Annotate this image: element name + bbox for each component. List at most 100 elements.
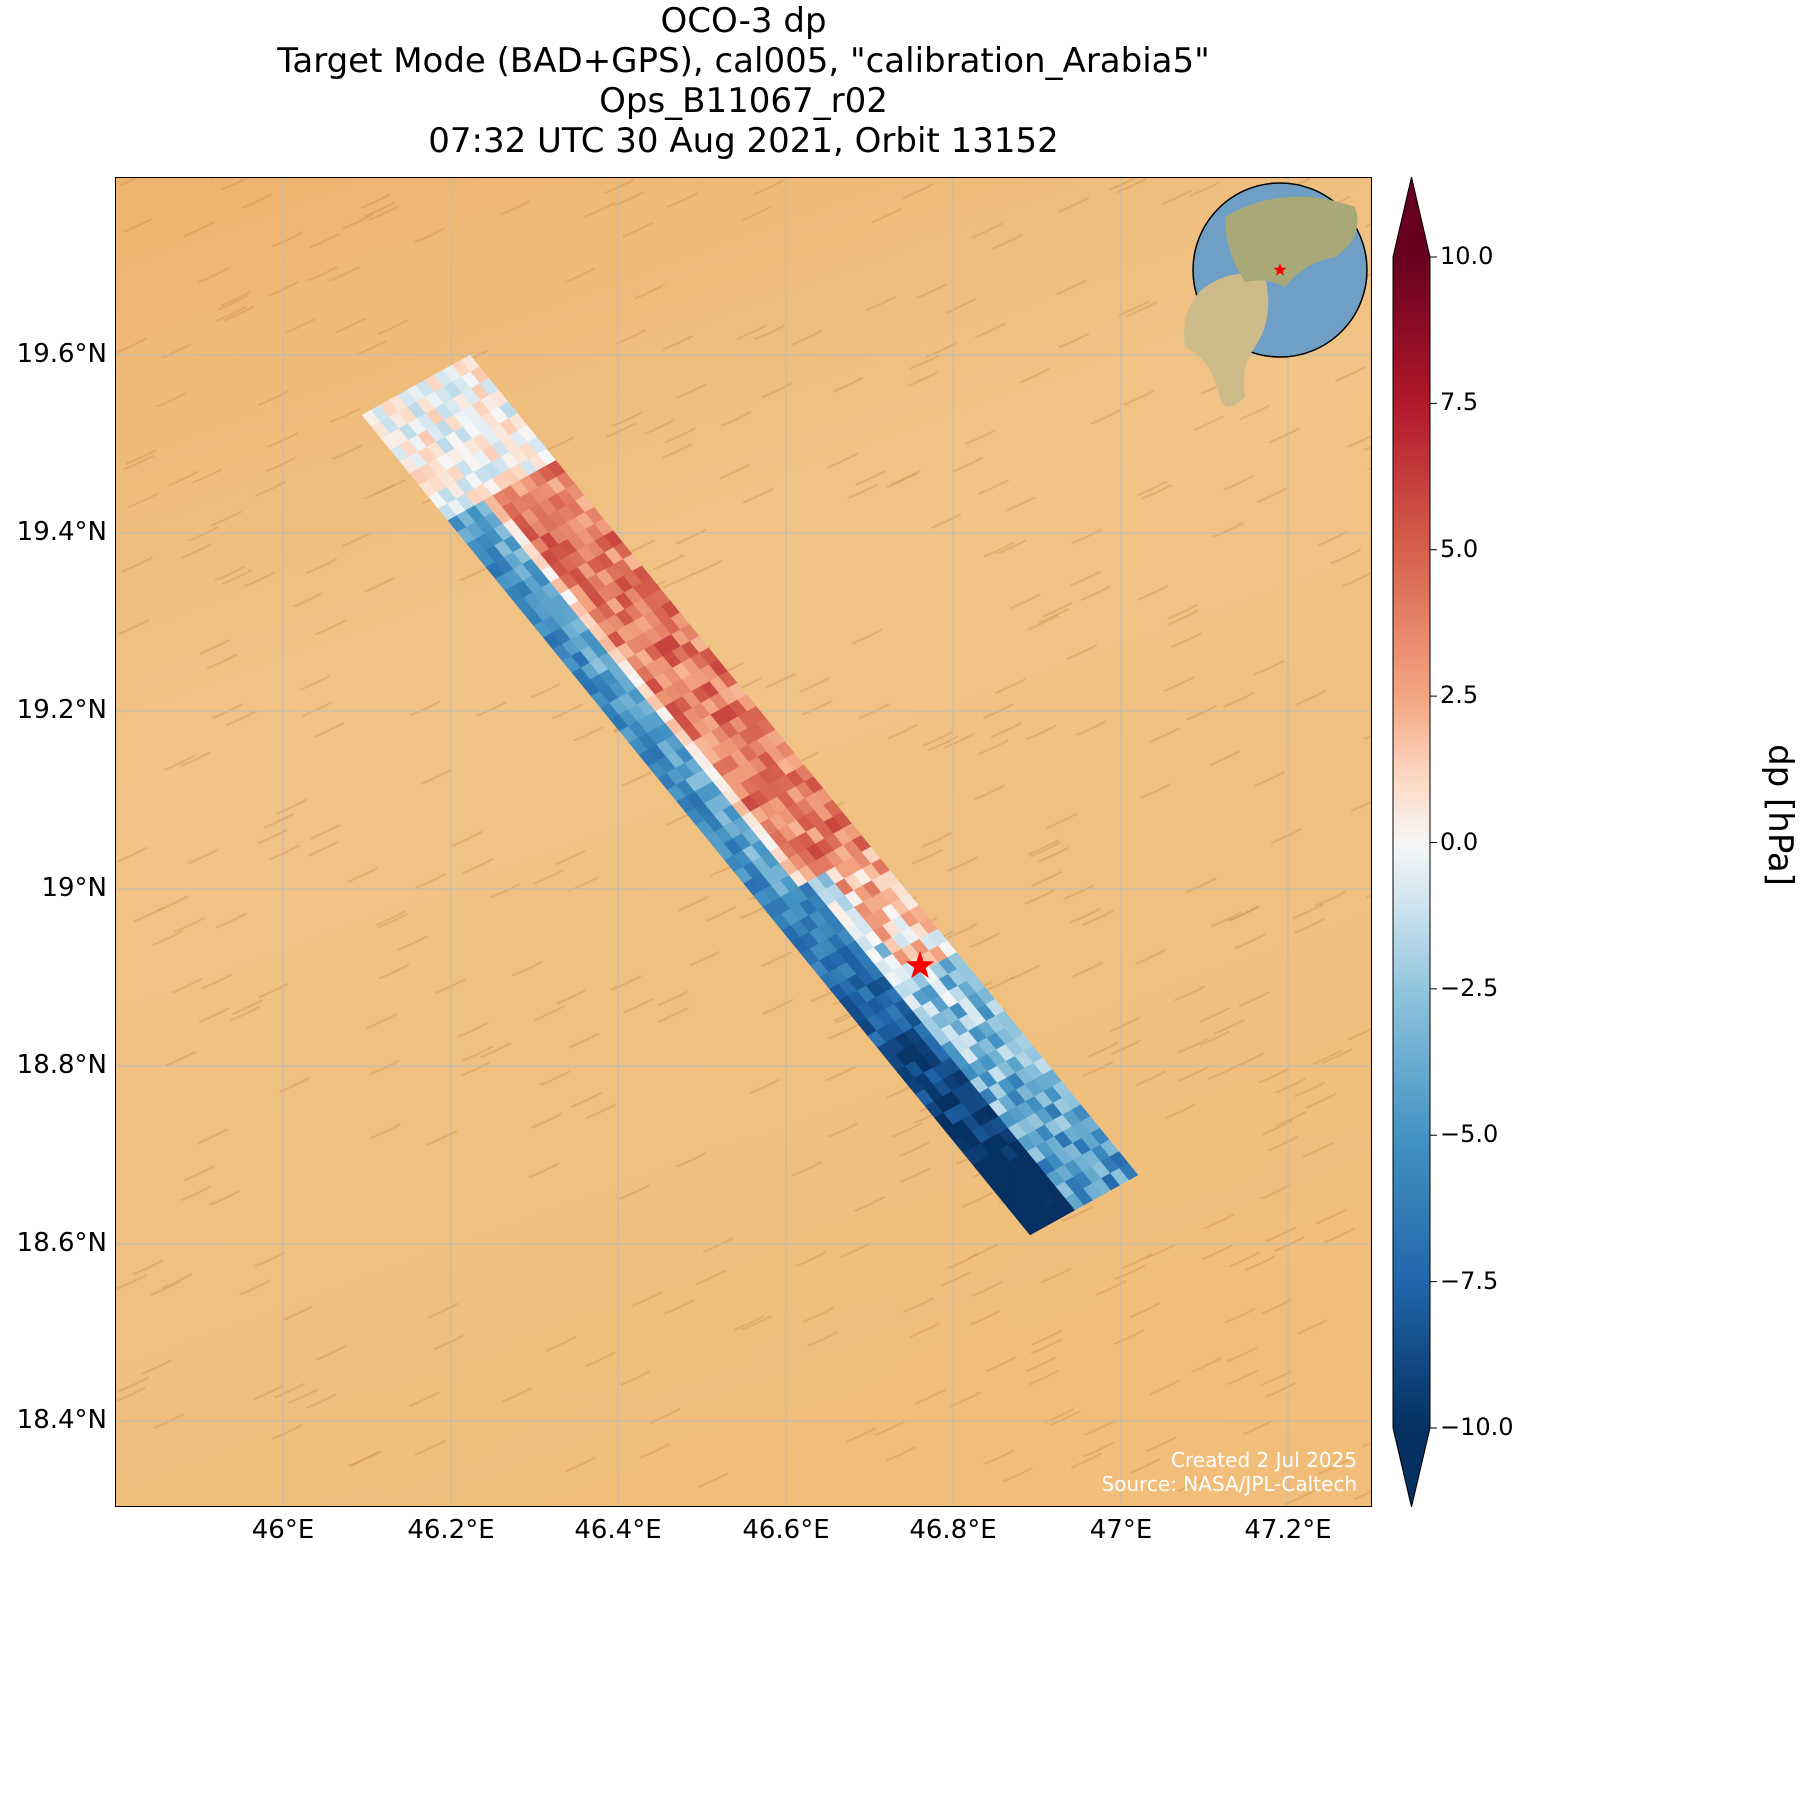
dune-texture xyxy=(315,619,347,636)
dune-texture xyxy=(1148,1379,1180,1396)
dune-texture xyxy=(1228,1251,1260,1268)
lat-tick-label: 19°N xyxy=(41,873,107,903)
dune-texture xyxy=(1212,521,1244,538)
dune-texture xyxy=(276,798,308,815)
dune-texture xyxy=(1083,1441,1115,1458)
dune-texture xyxy=(621,770,653,787)
dune-texture xyxy=(543,436,574,453)
dune-texture xyxy=(871,207,903,224)
dune-texture xyxy=(307,265,339,282)
dune-texture xyxy=(1315,1208,1347,1225)
dune-texture xyxy=(256,828,288,845)
dune-texture xyxy=(827,452,859,469)
dune-texture xyxy=(1334,366,1366,382)
dune-texture xyxy=(1009,593,1041,610)
dune-texture xyxy=(1366,894,1371,898)
dune-texture xyxy=(1135,948,1167,965)
dune-texture xyxy=(426,1129,458,1146)
dune-texture xyxy=(572,725,604,742)
dune-texture xyxy=(660,443,692,460)
dune-texture xyxy=(1161,189,1193,206)
dune-texture xyxy=(264,456,296,473)
dune-texture xyxy=(741,1314,773,1331)
dune-texture xyxy=(662,334,694,351)
lon-tick-label: 46.6°E xyxy=(742,1515,830,1545)
dune-texture xyxy=(623,997,654,1014)
dune-texture xyxy=(657,990,689,1007)
dune-texture xyxy=(209,1190,241,1206)
dune-texture xyxy=(156,391,188,408)
dune-texture xyxy=(332,444,363,460)
dune-texture xyxy=(125,449,157,465)
dune-texture xyxy=(663,1299,695,1315)
dune-texture xyxy=(1031,1329,1063,1346)
dune-texture xyxy=(1062,1205,1094,1222)
globe-africa xyxy=(1184,273,1269,407)
dune-texture xyxy=(368,205,400,222)
dune-texture xyxy=(1004,496,1036,512)
dune-texture xyxy=(807,1331,838,1347)
dune-texture xyxy=(791,329,823,346)
dune-texture xyxy=(858,703,890,719)
dune-texture xyxy=(1214,1018,1245,1035)
dune-texture xyxy=(363,483,395,500)
dune-texture xyxy=(462,858,494,875)
dune-texture xyxy=(309,823,341,840)
lon-tick-label: 47°E xyxy=(1089,1515,1153,1545)
dune-texture xyxy=(909,1322,941,1338)
dune-texture xyxy=(1261,1119,1293,1136)
globe-eurasia xyxy=(1225,196,1358,287)
dune-texture xyxy=(653,554,685,571)
dune-texture xyxy=(943,732,975,749)
dune-texture xyxy=(832,376,864,393)
dune-texture xyxy=(1163,676,1195,693)
dune-texture xyxy=(1027,614,1059,631)
dune-texture xyxy=(532,869,564,886)
dune-texture xyxy=(369,1123,401,1140)
dune-texture xyxy=(1096,1279,1128,1296)
dune-texture xyxy=(1070,570,1102,587)
dune-texture xyxy=(852,628,884,645)
dune-texture xyxy=(1028,1369,1060,1386)
dune-texture xyxy=(1202,1243,1234,1260)
dune-texture xyxy=(1261,1298,1292,1315)
dune-texture xyxy=(1019,367,1051,384)
dune-texture xyxy=(116,337,148,354)
dune-texture xyxy=(188,848,220,865)
dune-texture xyxy=(753,179,784,196)
dune-texture xyxy=(174,917,205,933)
dune-texture xyxy=(1223,691,1255,708)
dune-texture xyxy=(554,849,586,866)
dune-texture xyxy=(1350,800,1371,812)
dune-texture xyxy=(568,876,600,892)
dune-texture xyxy=(244,571,276,588)
dune-texture xyxy=(282,1305,313,1322)
dune-texture xyxy=(1238,404,1270,421)
dune-texture xyxy=(740,205,772,222)
dune-texture xyxy=(853,1196,885,1212)
dune-texture xyxy=(946,923,978,939)
dune-texture xyxy=(150,1280,182,1297)
map-panel[interactable]: Created 2 Jul 2025 Source: NASA/JPL-Calt… xyxy=(115,177,1372,1507)
dune-texture xyxy=(1009,964,1040,981)
dune-texture xyxy=(269,844,300,861)
dune-texture xyxy=(328,265,360,282)
dune-texture xyxy=(220,290,252,307)
dune-texture xyxy=(152,930,184,946)
dune-texture xyxy=(921,832,952,848)
dune-texture xyxy=(118,1376,150,1393)
dune-texture xyxy=(1275,1077,1306,1094)
dune-texture xyxy=(1028,839,1059,856)
dune-texture xyxy=(366,1013,398,1030)
dune-texture xyxy=(1044,1407,1075,1424)
dune-texture xyxy=(258,982,290,999)
dune-texture xyxy=(803,1306,834,1323)
dune-texture xyxy=(1087,1041,1119,1058)
dune-texture xyxy=(1090,408,1122,425)
lon-tick-label: 46.4°E xyxy=(574,1515,662,1545)
dune-texture xyxy=(1317,1458,1349,1475)
dune-texture xyxy=(584,201,616,218)
title-line-2: Target Mode (BAD+GPS), cal005, "calibrat… xyxy=(277,41,1210,81)
dune-texture xyxy=(1056,279,1088,295)
dune-texture xyxy=(1275,1110,1307,1127)
